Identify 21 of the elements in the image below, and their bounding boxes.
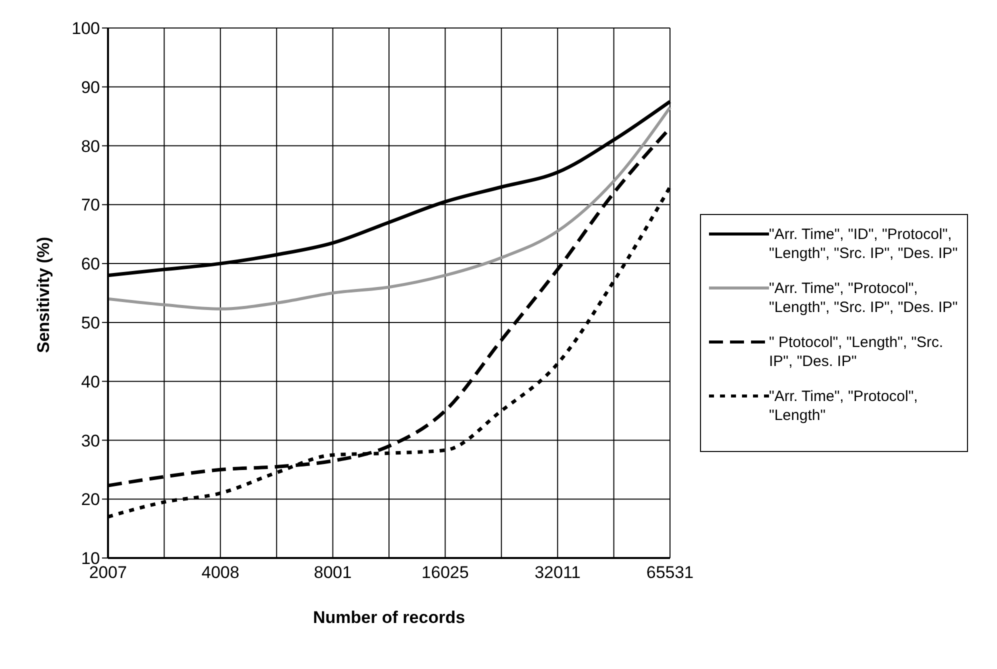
x-tick-label: 16025 — [422, 563, 469, 582]
y-tick-label: 50 — [81, 313, 100, 332]
legend-label: " Ptotocol", "Length", "Src. IP", "Des. IP" — [769, 333, 944, 371]
x-tick-label: 65531 — [646, 563, 694, 582]
x-tick-label: 4008 — [201, 563, 240, 582]
x-tick-label: 8001 — [314, 563, 352, 582]
y-tick-label: 60 — [81, 254, 100, 274]
y-axis-title: Sensitivity (%) — [34, 236, 54, 353]
y-tick-label: 100 — [72, 19, 100, 38]
y-tick-label: 70 — [81, 196, 100, 215]
legend-label: "Arr. Time", "ID", "Protocol", "Length", "Src. IP", "Des. IP" — [769, 225, 959, 263]
y-tick-label: 40 — [81, 372, 100, 392]
x-tick-label: 32011 — [534, 563, 581, 582]
legend-label: "Arr. Time", "Protocol", "Length", "Src. IP", "Des. IP" — [769, 279, 959, 317]
y-tick-label: 30 — [81, 431, 100, 450]
y-tick-label: 90 — [81, 78, 100, 97]
y-tick-label: 20 — [81, 490, 100, 510]
y-tick-label: 80 — [81, 136, 100, 156]
legend-label: "Arr. Time", "Protocol", "Length" — [769, 387, 919, 425]
x-tick-label: 2007 — [89, 563, 127, 582]
x-axis-title: Number of records — [312, 608, 466, 627]
